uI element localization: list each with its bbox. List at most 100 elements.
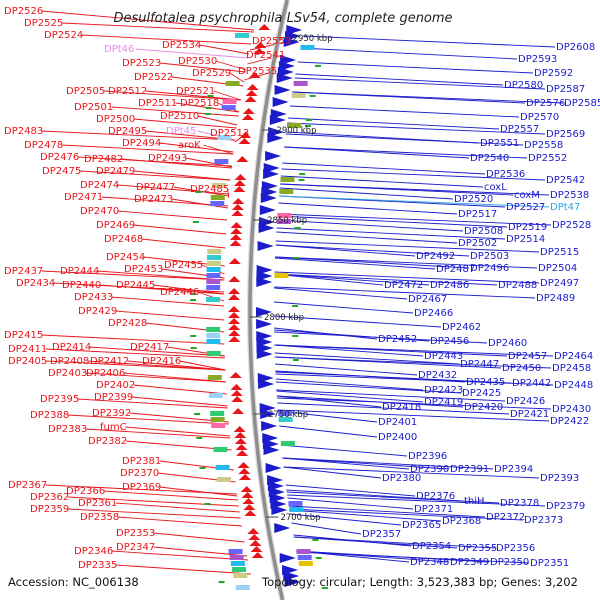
right-connector — [280, 183, 550, 196]
right-strand-feature — [256, 319, 273, 329]
functional-block — [210, 411, 225, 416]
right-connector — [276, 389, 506, 402]
left-gene-label: DPt46 — [104, 44, 134, 55]
left-connector — [197, 115, 238, 126]
left-strand-feature — [228, 318, 241, 324]
left-strand-feature — [241, 492, 254, 498]
right-gene-label: DP2423 — [424, 385, 463, 396]
left-gene-label: DP2512 — [108, 86, 147, 97]
right-gene-label: DP2593 — [518, 54, 557, 65]
tick-label: 2900 kbp — [276, 126, 316, 136]
functional-block — [207, 375, 222, 380]
left-connector — [117, 210, 228, 221]
functional-block — [210, 201, 225, 206]
left-gene-label: DP2523 — [122, 58, 161, 69]
left-gene-label: DP2476 — [40, 152, 79, 163]
right-connector — [291, 522, 362, 535]
rna-marker — [196, 437, 203, 439]
left-strand-feature — [228, 276, 241, 282]
right-strand-feature — [286, 25, 303, 35]
left-connector — [81, 34, 252, 45]
rna-marker — [194, 413, 201, 415]
right-connector — [285, 484, 416, 497]
left-connector — [133, 170, 231, 181]
left-gene-label: DP2392 — [92, 408, 131, 419]
right-gene-label: DP2351 — [530, 558, 569, 569]
rna-marker — [292, 335, 299, 337]
right-gene-label: DP2419 — [424, 397, 463, 408]
left-connector — [215, 60, 247, 71]
right-strand-feature — [272, 97, 289, 107]
rna-marker — [199, 467, 206, 469]
right-gene-label: DP2542 — [546, 175, 585, 186]
left-gene-label: DP2382 — [88, 436, 127, 447]
functional-block — [208, 393, 223, 398]
functional-block — [211, 183, 226, 188]
left-connector — [67, 414, 229, 425]
functional-block — [206, 285, 221, 290]
functional-block — [228, 549, 243, 554]
tick-label: 2850 kbp — [267, 216, 307, 226]
functional-block — [278, 411, 293, 416]
right-connector — [275, 256, 470, 269]
kbp-ticks: 2950 kbp 2900 kbp 2850 kbp 2800 kbp 2750 kbp… — [250, 34, 333, 523]
left-connector — [229, 72, 245, 83]
left-gene-label: DP2482 — [84, 154, 123, 165]
right-gene-label: DP2430 — [552, 404, 591, 415]
right-connector — [300, 47, 518, 60]
left-gene-label: DP2468 — [104, 234, 143, 245]
functional-block — [214, 159, 229, 164]
left-gene-label: DP2513 — [210, 128, 249, 139]
functional-block — [293, 81, 308, 86]
right-gene-label: DP2551 — [480, 138, 519, 149]
rna-marker — [312, 539, 319, 541]
left-connector — [117, 516, 242, 527]
rna-marker — [299, 173, 306, 175]
right-connector — [289, 509, 442, 522]
functional-block — [297, 555, 312, 560]
left-gene-label: DP2501 — [74, 102, 113, 113]
functional-block — [298, 561, 313, 566]
right-gene-label: DP2464 — [554, 351, 593, 362]
left-gene-label: DP2369 — [122, 482, 161, 493]
functional-block — [235, 585, 250, 590]
left-strand-feature — [228, 312, 241, 318]
functional-block — [277, 213, 292, 218]
right-gene-label: DP2552 — [528, 153, 567, 164]
right-gene-label: DP2396 — [408, 451, 447, 462]
left-gene-label: DP2405 — [8, 356, 47, 367]
right-gene-label: DP2456 — [430, 336, 469, 347]
right-connector — [284, 146, 528, 159]
right-connector — [274, 286, 536, 299]
right-connector — [293, 536, 496, 549]
right-strand-feature — [263, 445, 280, 455]
right-connector — [274, 273, 430, 286]
left-gene-label: DP2417 — [130, 342, 169, 353]
right-connector — [283, 466, 382, 479]
left-strand-feature — [229, 372, 242, 378]
right-connector — [277, 402, 510, 415]
right-gene-label: DP2378 — [500, 498, 539, 509]
rna-marker — [315, 557, 322, 559]
rna-marker — [192, 221, 199, 223]
left-strand-feature — [235, 444, 248, 450]
left-strand-feature — [231, 396, 244, 402]
left-strand-feature — [238, 138, 251, 144]
right-gene-label: DP2400 — [378, 432, 417, 443]
right-connector — [295, 73, 504, 86]
left-gene-label: DP2366 — [66, 486, 105, 497]
left-gene-label: DP2358 — [80, 512, 119, 523]
left-connector — [79, 170, 231, 181]
rna-marker — [207, 95, 214, 97]
rna-marker — [205, 107, 212, 109]
functional-block — [206, 351, 221, 356]
left-strand-feature — [231, 204, 244, 210]
right-connector — [275, 371, 512, 384]
right-connector — [278, 202, 458, 215]
right-strand-feature — [271, 505, 288, 515]
right-connector — [289, 508, 524, 521]
right-gene-label: DP2462 — [442, 322, 481, 333]
right-connector — [282, 162, 486, 175]
left-connector — [203, 144, 234, 155]
